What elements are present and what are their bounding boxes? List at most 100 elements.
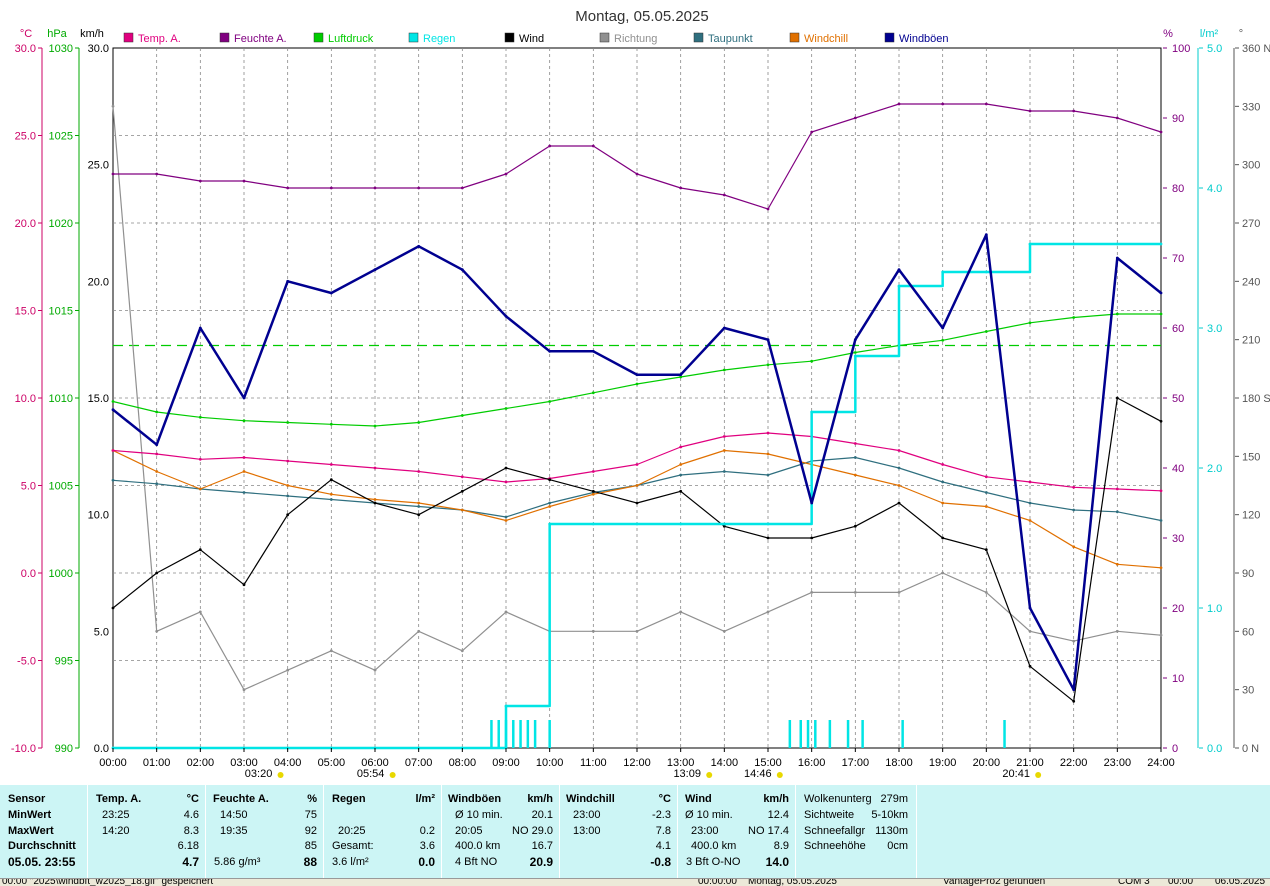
max-label: MaxWert [8, 825, 54, 837]
data-point [111, 408, 115, 412]
data-point [635, 629, 639, 633]
gust-avg-label: Ø 10 min. [455, 809, 503, 821]
legend-label: Windböen [899, 33, 949, 45]
humidity-tick-label: 80 [1172, 183, 1184, 195]
data-point [198, 610, 202, 614]
data-point [984, 270, 988, 274]
data-point [941, 501, 945, 505]
data-point [1115, 562, 1119, 566]
x-tick-label: 15:00 [754, 757, 782, 769]
data-point [1115, 487, 1119, 491]
data-point [286, 513, 290, 517]
data-point [679, 375, 683, 379]
visibility-value: 5-10km [871, 809, 908, 821]
data-point [941, 102, 945, 106]
rain-tick-label: 5.0 [1207, 43, 1222, 55]
direction-tick-label: 30 [1242, 685, 1254, 697]
gust-dist-label: 400.0 km [455, 840, 501, 852]
data-point [548, 522, 552, 526]
data-point [635, 484, 639, 487]
x-tick-label: 11:00 [580, 757, 607, 769]
rain-tick-label: 0.0 [1207, 743, 1222, 755]
data-point [1072, 508, 1076, 512]
data-point [329, 186, 333, 190]
direction-tick-label: 300 [1242, 160, 1260, 172]
data-point [591, 349, 595, 353]
x-tick-label: 16:00 [798, 757, 826, 769]
snow-depth-value: 0cm [887, 840, 908, 852]
humidity-unit-label: % [1163, 28, 1173, 40]
data-point [417, 244, 421, 248]
wind-tick-label: 5.0 [94, 626, 109, 638]
data-point [722, 193, 726, 197]
data-point [722, 449, 726, 452]
data-point [1159, 519, 1163, 522]
data-point [1028, 606, 1032, 610]
time-marker-label: 14:46 [744, 768, 772, 780]
time-marker-label: 20:41 [1002, 768, 1030, 780]
data-point [329, 498, 333, 501]
data-point [766, 473, 770, 477]
data-point [853, 456, 857, 459]
x-tick-label: 19:00 [929, 757, 957, 769]
windchill-unit: °C [658, 793, 671, 805]
rain-tick-label: 1.0 [1207, 603, 1222, 615]
legend-swatch [123, 32, 134, 43]
data-point [329, 478, 333, 482]
data-point [155, 452, 159, 456]
pressure-tick-label: 1020 [49, 218, 73, 230]
data-point [155, 470, 159, 473]
legend-swatch [219, 32, 230, 43]
status-segment: 00:00 "2025\windbft_w2025_18.gif" gespei… [2, 878, 214, 886]
data-point [897, 268, 901, 272]
data-point [460, 475, 464, 479]
windchill-max: 7.8 [655, 825, 671, 837]
data-point [766, 207, 770, 211]
data-point [242, 583, 246, 587]
pressure-tick-label: 995 [55, 656, 73, 668]
data-point [722, 326, 726, 330]
data-point [679, 373, 683, 377]
wind-tick-label: 15.0 [88, 393, 109, 405]
data-point [679, 186, 683, 190]
data-point [548, 505, 552, 508]
temp-tick-label: -5.0 [17, 656, 36, 668]
x-tick-label: 02:00 [187, 757, 215, 769]
rain-column: Regen l/m² 20:25 0.2 Gesamt: 3.6 3.6 l/m² 0.… [323, 785, 441, 878]
data-point [242, 419, 246, 423]
temp-tick-label: 20.0 [15, 218, 36, 230]
rain-current: 0.0 [418, 855, 435, 869]
data-point [1072, 545, 1076, 549]
visibility-label: Sichtweite [804, 809, 855, 821]
data-point [897, 501, 901, 505]
wind-tick-label: 0.0 [94, 743, 109, 755]
data-point [286, 668, 290, 672]
data-point [766, 338, 770, 342]
data-point [941, 571, 945, 575]
gust-unit: km/h [527, 793, 553, 805]
data-point [111, 172, 115, 176]
data-point [111, 449, 115, 452]
direction-tick-label: 60 [1242, 626, 1254, 638]
x-tick-label: 24:00 [1147, 757, 1175, 769]
data-point [155, 172, 159, 176]
data-point [1159, 566, 1163, 570]
data-point [853, 591, 857, 594]
time-marker-dot [1035, 772, 1042, 778]
legend-label: Richtung [614, 33, 657, 45]
temp-tick-label: 15.0 [15, 306, 36, 318]
data-point [897, 449, 901, 452]
data-point [504, 407, 508, 410]
x-tick-label: 14:00 [711, 757, 739, 769]
humidity-tick-label: 40 [1172, 463, 1184, 475]
temp-column: Temp. A. °C 23:25 4.6 14:20 8.3 6.18 4.7 [87, 785, 205, 878]
wind-max: NO 17.4 [748, 825, 789, 837]
windchill-current: -0.8 [650, 855, 671, 869]
wind-column: Wind km/h Ø 10 min. 12.4 23:00 NO 17.4 400.… [677, 785, 795, 878]
time-marker-label: 13:09 [673, 768, 701, 780]
pressure-unit-label: hPa [47, 28, 67, 40]
data-point [155, 629, 159, 633]
temp-max: 8.3 [183, 825, 199, 837]
data-point [635, 463, 639, 466]
data-point [591, 492, 595, 496]
